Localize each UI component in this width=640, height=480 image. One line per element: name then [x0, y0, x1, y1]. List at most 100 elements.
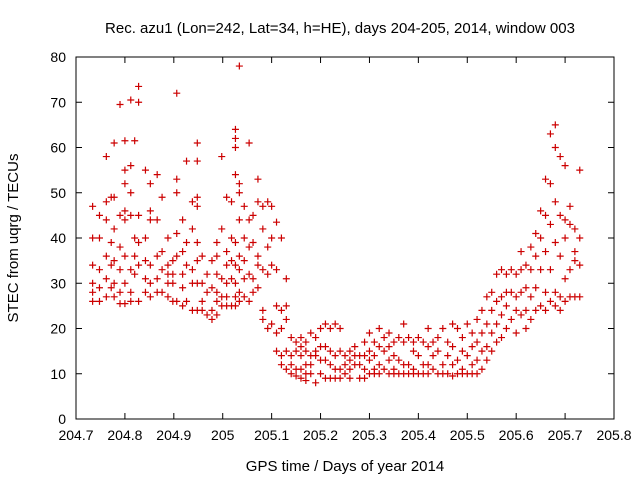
data-point — [365, 347, 373, 355]
data-point — [188, 266, 196, 274]
data-point — [449, 320, 457, 328]
data-point — [375, 325, 383, 332]
data-point — [556, 306, 564, 314]
data-point — [282, 315, 290, 323]
data-point — [169, 257, 177, 265]
y-axis-label: STEC from uqrg / TECUs — [5, 154, 22, 323]
data-point — [121, 279, 129, 287]
data-point — [231, 261, 239, 269]
data-point — [546, 297, 554, 305]
data-point — [264, 270, 272, 278]
data-point — [517, 248, 525, 256]
data-point — [127, 162, 135, 170]
data-point — [173, 297, 181, 305]
data-point — [169, 279, 177, 287]
data-point — [517, 288, 525, 296]
data-point — [561, 275, 569, 283]
data-point — [566, 202, 574, 210]
data-point — [208, 315, 216, 323]
data-point — [131, 137, 139, 145]
data-point — [409, 347, 417, 355]
data-point — [414, 352, 422, 360]
data-point — [424, 370, 432, 378]
data-point — [107, 261, 115, 269]
data-point — [102, 216, 110, 224]
data-point — [95, 211, 103, 219]
data-point — [188, 225, 196, 233]
data-point — [507, 315, 515, 323]
data-point — [127, 189, 135, 197]
data-point — [245, 216, 253, 224]
data-point — [158, 266, 166, 274]
data-point — [546, 180, 554, 188]
data-point — [561, 234, 569, 242]
data-point — [135, 211, 143, 219]
data-point — [576, 261, 584, 269]
data-point — [331, 320, 339, 328]
data-point — [380, 334, 388, 342]
data-point — [395, 334, 403, 342]
data-point — [282, 365, 290, 373]
data-point — [116, 288, 124, 296]
data-point — [463, 320, 471, 328]
data-point — [179, 248, 187, 256]
y-tick-label: 10 — [50, 366, 66, 382]
data-point — [365, 356, 373, 364]
data-point — [483, 343, 491, 351]
data-point — [321, 320, 329, 328]
data-point — [478, 347, 486, 355]
data-point — [517, 311, 525, 319]
data-point — [282, 302, 290, 310]
data-point — [556, 211, 564, 219]
data-point — [326, 361, 334, 369]
data-point — [198, 279, 206, 287]
data-point — [228, 257, 236, 265]
data-point — [121, 216, 129, 224]
data-point — [213, 297, 221, 305]
data-point — [297, 334, 305, 342]
data-point — [183, 297, 191, 305]
data-point — [116, 243, 124, 251]
data-point — [498, 311, 506, 319]
data-point — [231, 302, 239, 310]
data-point — [245, 297, 253, 305]
data-point — [277, 325, 285, 332]
data-point — [153, 171, 161, 179]
data-point — [390, 352, 398, 360]
data-point — [512, 306, 520, 314]
data-point — [273, 329, 281, 337]
data-point — [551, 302, 559, 310]
x-tick-label: 205.4 — [401, 427, 436, 443]
y-tick-label: 20 — [50, 321, 66, 337]
data-point — [507, 266, 515, 274]
data-point — [458, 334, 466, 342]
data-point — [292, 338, 300, 346]
data-point — [551, 288, 559, 296]
data-point — [127, 288, 135, 296]
data-point — [135, 82, 143, 90]
data-point — [193, 139, 201, 147]
data-point — [110, 193, 118, 201]
data-point — [302, 377, 310, 385]
data-point — [522, 325, 530, 332]
data-point — [141, 234, 149, 242]
data-point — [245, 243, 253, 251]
data-point — [173, 175, 181, 183]
data-point — [203, 270, 211, 278]
data-point — [576, 234, 584, 242]
data-point — [193, 239, 201, 247]
chart-title: Rec. azu1 (Lon=242, Lat=34, h=HE), days … — [105, 20, 575, 37]
data-point — [179, 302, 187, 310]
data-point — [468, 343, 476, 351]
data-point — [121, 252, 129, 260]
data-point — [135, 98, 143, 106]
data-point — [254, 252, 262, 260]
data-point — [419, 338, 427, 346]
data-point — [571, 225, 579, 233]
data-point — [551, 239, 559, 247]
data-point — [183, 261, 191, 269]
data-point — [532, 306, 540, 314]
data-point — [390, 338, 398, 346]
data-point — [173, 89, 181, 97]
